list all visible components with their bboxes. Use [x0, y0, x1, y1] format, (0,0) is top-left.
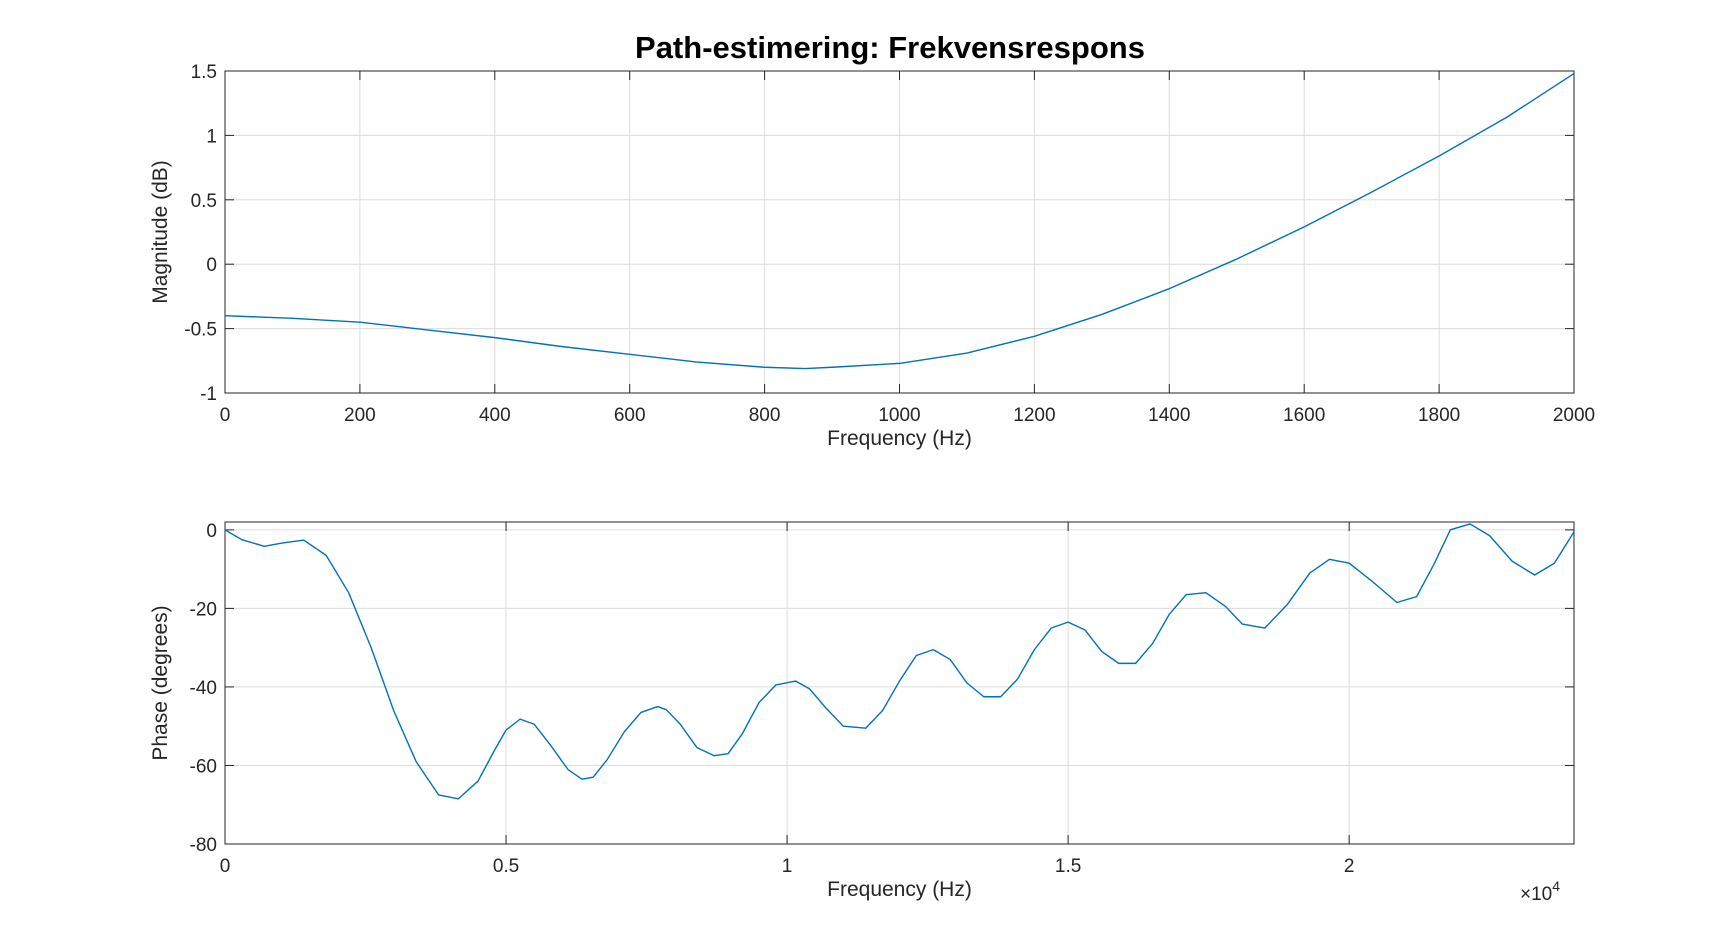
phase-x-tick-label: 2 — [1344, 856, 1355, 877]
magnitude-y-tick-label: -1 — [200, 384, 217, 405]
phase-y-tick-label: -60 — [190, 756, 217, 777]
phase-x-tick-labels: 0 0.5 1 1.5 2 — [220, 856, 1355, 877]
phase-y-tick-label: -20 — [190, 599, 217, 620]
figure-title: Path-estimering: Frekvensrespons — [635, 30, 1145, 65]
magnitude-x-tick-label: 2000 — [1553, 405, 1595, 426]
magnitude-x-axis-label: Frequency (Hz) — [827, 427, 972, 450]
phase-x-tick-label: 1.5 — [1055, 856, 1081, 877]
magnitude-grid — [224, 70, 1575, 394]
magnitude-y-axis-label: Magnitude (dB) — [149, 160, 172, 304]
phase-y-tick-labels: -80 -60 -40 -20 0 — [190, 521, 217, 856]
magnitude-x-tick-label: 1000 — [878, 405, 920, 426]
phase-y-axis-label: Phase (degrees) — [149, 605, 172, 760]
magnitude-x-tick-label: 1400 — [1148, 405, 1190, 426]
magnitude-y-tick-label: 1 — [206, 126, 217, 147]
magnitude-y-tick-label: 1.5 — [191, 62, 217, 83]
phase-series — [224, 523, 1575, 800]
magnitude-x-tick-label: 200 — [344, 405, 376, 426]
phase-axes: 0 0.5 1 1.5 2 -80 -60 -40 -20 0 Frequency (Hz) P… — [149, 521, 1575, 905]
phase-x-tick-label: 0 — [220, 856, 231, 877]
magnitude-x-tick-label: 0 — [220, 405, 231, 426]
phase-tick-marks — [224, 522, 1574, 845]
magnitude-series-line — [224, 72, 1575, 370]
magnitude-y-tick-labels: -1 -0.5 0 0.5 1 1.5 — [184, 62, 217, 405]
exponent-power: 4 — [1552, 878, 1560, 894]
phase-x-axis-label: Frequency (Hz) — [827, 878, 972, 901]
magnitude-x-tick-label: 800 — [749, 405, 781, 426]
magnitude-series — [224, 72, 1575, 370]
magnitude-tick-marks — [224, 70, 1575, 394]
magnitude-axes: 0 200 400 600 800 1000 1200 1400 1600 1800 2000 -1… — [149, 62, 1595, 450]
magnitude-y-tick-label: 0 — [206, 255, 217, 276]
magnitude-x-tick-label: 400 — [479, 405, 511, 426]
phase-x-tick-label: 0.5 — [493, 856, 519, 877]
magnitude-y-tick-label: 0.5 — [191, 191, 217, 212]
phase-y-tick-label: 0 — [206, 521, 217, 542]
phase-x-tick-label: 1 — [782, 856, 793, 877]
exponent-base: ×10 — [1520, 884, 1552, 905]
phase-y-tick-label: -40 — [190, 678, 217, 699]
magnitude-x-tick-label: 1600 — [1283, 405, 1325, 426]
phase-plot-area — [224, 521, 1575, 845]
magnitude-x-tick-label: 1800 — [1418, 405, 1460, 426]
magnitude-x-tick-label: 600 — [614, 405, 646, 426]
phase-series-line — [224, 523, 1575, 800]
phase-x-exponent-label: ×104 — [1520, 878, 1560, 905]
phase-y-tick-label: -80 — [190, 835, 217, 856]
magnitude-y-tick-label: -0.5 — [184, 320, 217, 341]
phase-grid — [224, 522, 1574, 845]
magnitude-x-tick-label: 1200 — [1013, 405, 1055, 426]
magnitude-x-tick-labels: 0 200 400 600 800 1000 1200 1400 1600 1800 2000 — [220, 405, 1595, 426]
